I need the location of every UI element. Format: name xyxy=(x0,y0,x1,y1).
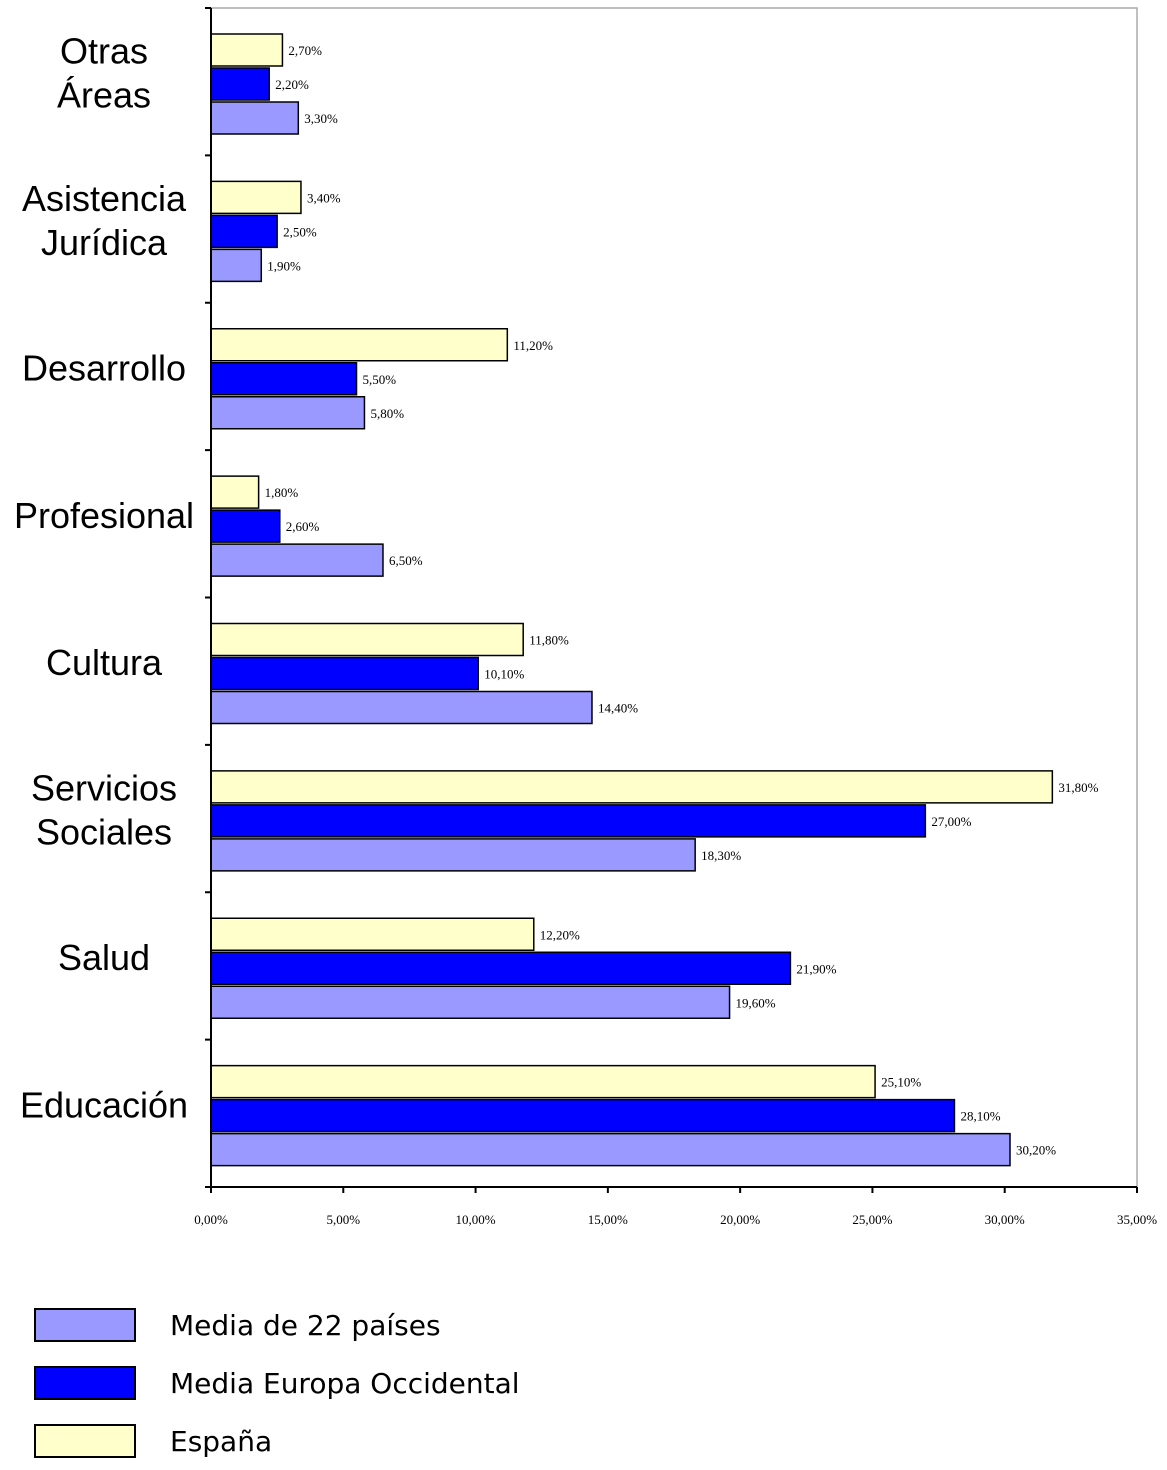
bar-media-de-22-paises-salud xyxy=(211,986,730,1018)
data-label-media-de-22-paises-desarrollo: 5,80% xyxy=(370,406,404,421)
bar-media-europa-occidental-otras-areas xyxy=(211,68,269,100)
data-label-espana-desarrollo: 11,20% xyxy=(513,338,553,353)
legend-item-media-22-paises: Media de 22 países xyxy=(34,1296,520,1354)
x-tick-label: 5,00% xyxy=(326,1212,360,1227)
bar-espana-desarrollo xyxy=(211,329,507,361)
category-label-asistencia-juridica: Asistencia Jurídica xyxy=(22,178,187,263)
x-tick-label: 25,00% xyxy=(852,1212,892,1227)
data-label-media-de-22-paises-otras-areas: 3,30% xyxy=(304,111,338,126)
category-label-line: Sociales xyxy=(36,812,172,853)
legend-item-espana: España xyxy=(34,1412,520,1470)
bar-media-europa-occidental-servicios-sociales xyxy=(211,805,925,837)
data-label-espana-otras-areas: 2,70% xyxy=(288,43,322,58)
data-label-media-europa-occidental-profesional: 2,60% xyxy=(286,519,320,534)
data-label-espana-asistencia-juridica: 3,40% xyxy=(307,190,341,205)
data-label-espana-salud: 12,20% xyxy=(540,927,580,942)
legend-label: Media de 22 países xyxy=(170,1309,441,1342)
data-label-media-de-22-paises-servicios-sociales: 18,30% xyxy=(701,848,741,863)
tick-labels-group: 0,00% 5,00% 10,00% 15,00% 20,00% 25,00% 30,00%… xyxy=(194,1212,1157,1227)
legend-item-media-europa-occidental: Media Europa Occidental xyxy=(34,1354,520,1412)
data-label-media-europa-occidental-servicios-sociales: 27,00% xyxy=(931,814,971,829)
data-label-espana-servicios-sociales: 31,80% xyxy=(1058,780,1098,795)
data-label-media-europa-occidental-asistencia-juridica: 2,50% xyxy=(283,224,317,239)
data-label-media-europa-occidental-otras-areas: 2,20% xyxy=(275,77,309,92)
bar-espana-asistencia-juridica xyxy=(211,181,301,213)
category-labels-group: Otras Áreas Asistencia Jurídica Desarrollo Pr… xyxy=(14,31,194,1126)
legend: Media de 22 países Media Europa Occident… xyxy=(34,1296,520,1470)
legend-swatch xyxy=(34,1366,136,1400)
x-tick-label: 10,00% xyxy=(456,1212,496,1227)
bar-media-de-22-paises-desarrollo xyxy=(211,397,364,429)
data-label-media-europa-occidental-educacion: 28,10% xyxy=(960,1109,1000,1124)
bar-media-europa-occidental-asistencia-juridica xyxy=(211,215,277,247)
data-label-media-europa-occidental-salud: 21,90% xyxy=(796,961,836,976)
data-label-espana-profesional: 1,80% xyxy=(265,485,299,500)
data-label-media-de-22-paises-cultura: 14,40% xyxy=(598,701,638,716)
bar-media-europa-occidental-desarrollo xyxy=(211,363,357,395)
category-label-line: Jurídica xyxy=(41,222,168,263)
category-label-servicios-sociales: Servicios Sociales xyxy=(31,768,177,853)
legend-swatch xyxy=(34,1308,136,1342)
bar-espana-servicios-sociales xyxy=(211,771,1052,803)
bar-media-de-22-paises-educacion xyxy=(211,1134,1010,1166)
x-tick-label: 0,00% xyxy=(194,1212,228,1227)
x-tick-label: 15,00% xyxy=(588,1212,628,1227)
category-label-line: Educación xyxy=(20,1084,188,1125)
category-label-desarrollo: Desarrollo xyxy=(22,347,186,388)
bar-espana-educacion xyxy=(211,1066,875,1098)
data-label-media-de-22-paises-profesional: 6,50% xyxy=(389,553,423,568)
legend-label: Media Europa Occidental xyxy=(170,1367,520,1400)
bar-media-de-22-paises-asistencia-juridica xyxy=(211,249,261,281)
data-label-espana-educacion: 25,10% xyxy=(881,1075,921,1090)
bar-espana-salud xyxy=(211,918,534,950)
category-label-line: Áreas xyxy=(57,75,151,116)
bar-espana-cultura xyxy=(211,624,523,656)
category-label-salud: Salud xyxy=(58,937,150,978)
legend-label: España xyxy=(170,1425,272,1458)
category-label-line: Salud xyxy=(58,937,150,978)
bar-media-de-22-paises-cultura xyxy=(211,692,592,724)
category-label-line: Otras xyxy=(60,31,148,72)
category-label-line: Cultura xyxy=(46,642,163,683)
category-label-line: Servicios xyxy=(31,768,177,809)
legend-swatch xyxy=(34,1424,136,1458)
data-label-espana-cultura: 11,80% xyxy=(529,633,569,648)
data-label-media-de-22-paises-salud: 19,60% xyxy=(736,995,776,1010)
bar-media-europa-occidental-educacion xyxy=(211,1100,954,1132)
bar-espana-otras-areas xyxy=(211,34,282,66)
category-label-cultura: Cultura xyxy=(46,642,163,683)
data-label-media-europa-occidental-cultura: 10,10% xyxy=(484,667,524,682)
bar-media-de-22-paises-profesional xyxy=(211,544,383,576)
bar-espana-profesional xyxy=(211,476,259,508)
bar-chart: 2,70% 2,20% 3,30% 3,40% 2,50% 1,90% 11,20% 5,50… xyxy=(0,0,1167,1290)
bar-media-europa-occidental-salud xyxy=(211,952,790,984)
x-tick-label: 30,00% xyxy=(985,1212,1025,1227)
category-label-line: Desarrollo xyxy=(22,347,186,388)
category-label-line: Profesional xyxy=(14,495,194,536)
data-label-media-europa-occidental-desarrollo: 5,50% xyxy=(363,372,397,387)
category-label-line: Asistencia xyxy=(22,178,187,219)
category-label-educacion: Educación xyxy=(20,1084,188,1125)
data-label-media-de-22-paises-asistencia-juridica: 1,90% xyxy=(267,258,301,273)
bar-media-europa-occidental-cultura xyxy=(211,658,478,690)
category-label-profesional: Profesional xyxy=(14,495,194,536)
bar-media-de-22-paises-servicios-sociales xyxy=(211,839,695,871)
x-tick-label: 20,00% xyxy=(720,1212,760,1227)
category-label-otras-areas: Otras Áreas xyxy=(57,31,151,116)
data-label-media-de-22-paises-educacion: 30,20% xyxy=(1016,1143,1056,1158)
bar-media-europa-occidental-profesional xyxy=(211,510,280,542)
x-tick-label: 35,00% xyxy=(1117,1212,1157,1227)
bar-media-de-22-paises-otras-areas xyxy=(211,102,298,134)
